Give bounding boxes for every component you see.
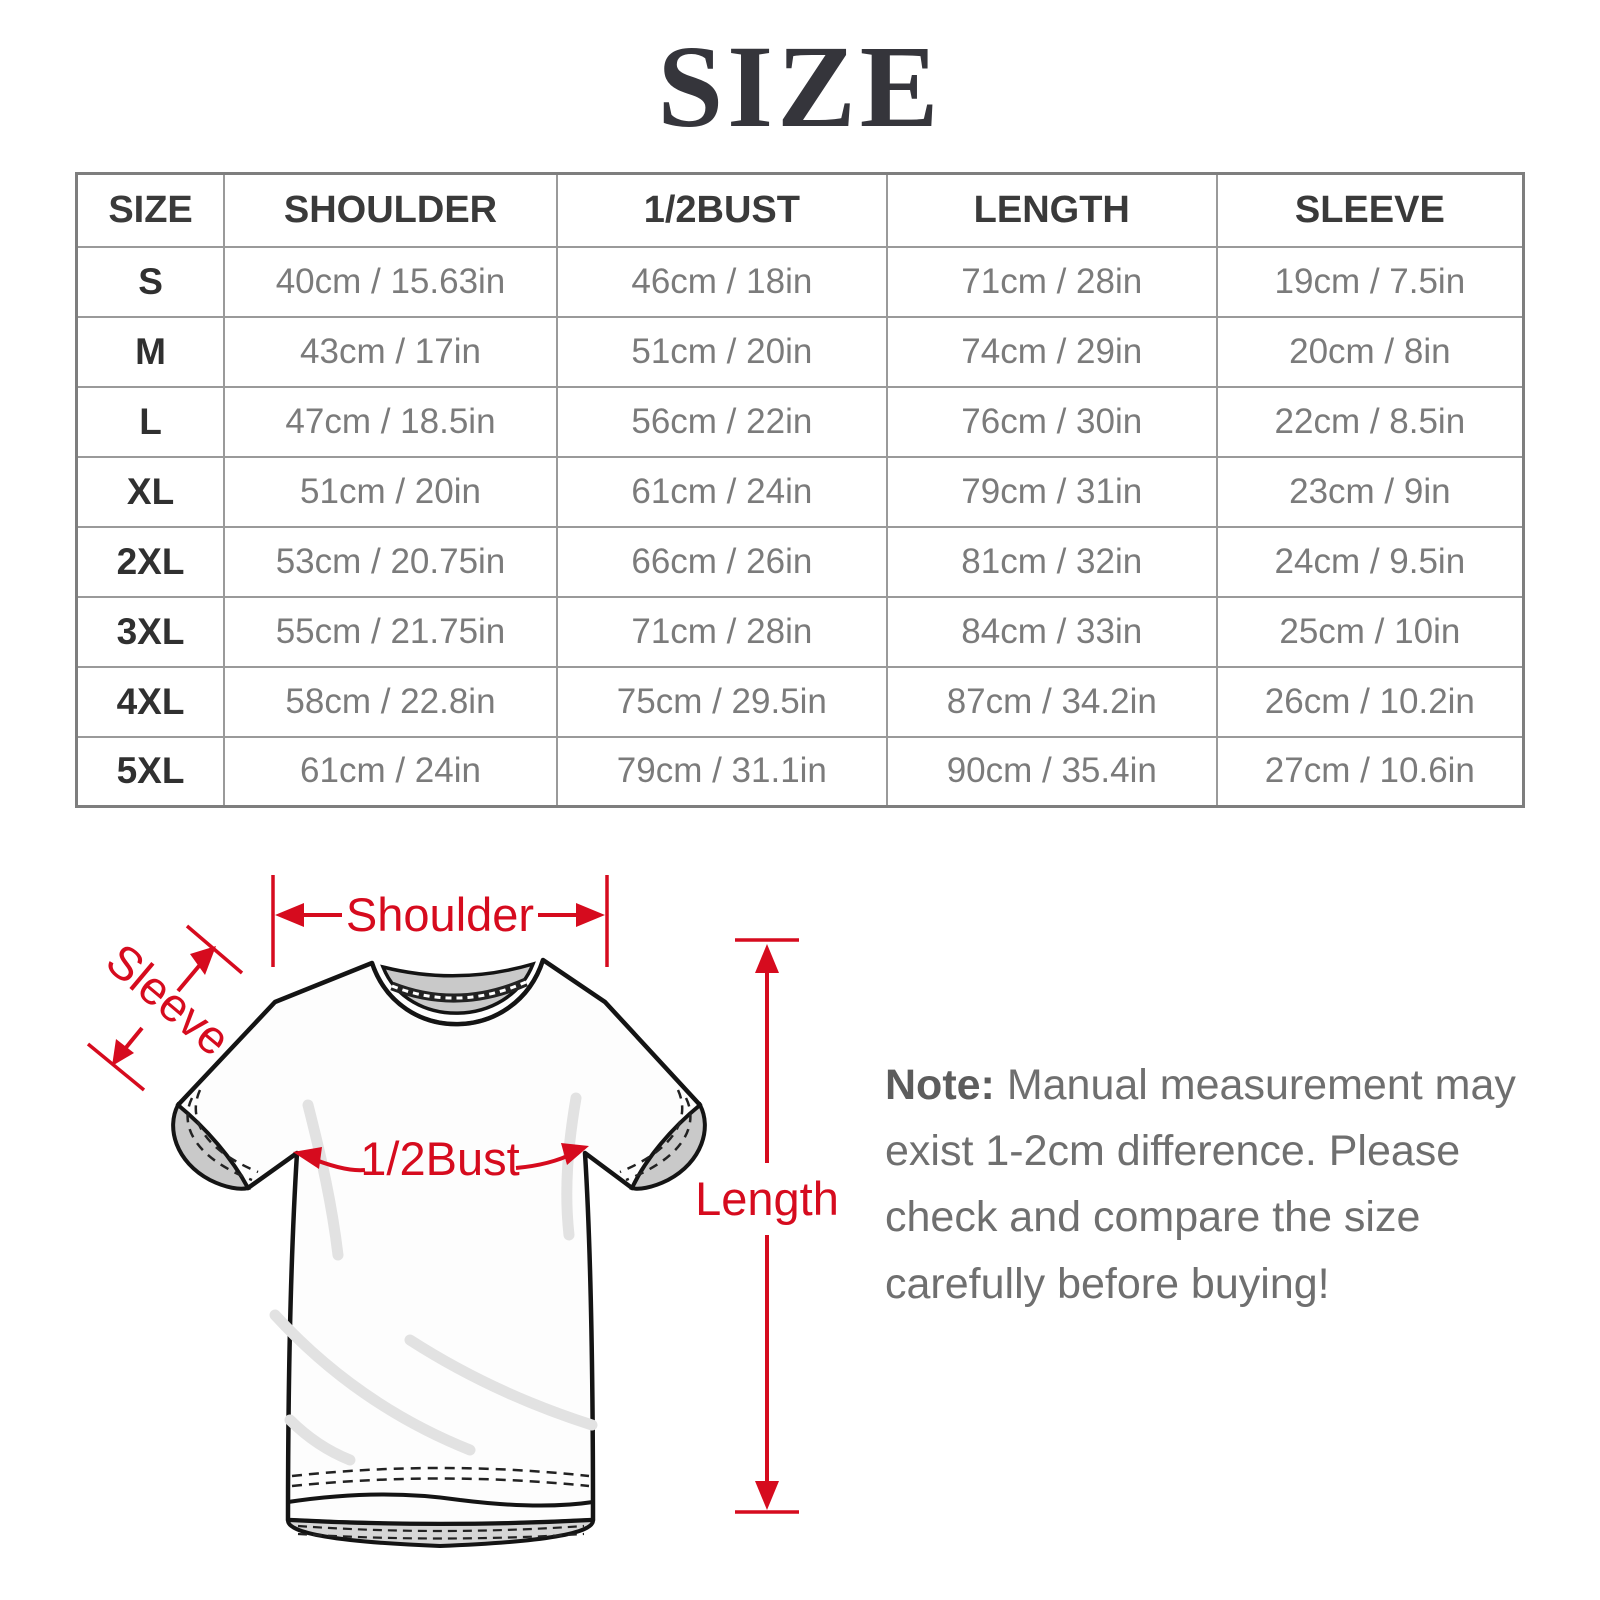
measurement-cell: 19cm / 7.5in xyxy=(1215,245,1525,318)
measurement-cell: 23cm / 9in xyxy=(1215,455,1525,528)
size-table: SIZE SHOULDER 1/2BUST LENGTH SLEEVE S 40… xyxy=(75,172,1525,808)
measurement-cell: 55cm / 21.75in xyxy=(223,595,558,668)
measurement-cell: 27cm / 10.6in xyxy=(1215,735,1525,808)
size-cell: 5XL xyxy=(75,735,226,808)
left-sleeve-opening xyxy=(171,1101,251,1191)
measurement-cell: 61cm / 24in xyxy=(555,455,888,528)
column-header-length: LENGTH xyxy=(885,172,1218,248)
size-cell: 3XL xyxy=(75,595,226,668)
size-cell: L xyxy=(75,385,226,458)
table-row: L 47cm / 18.5in 56cm / 22in 76cm / 30in … xyxy=(75,385,1525,458)
half-bust-annotation: 1/2Bust xyxy=(293,1132,589,1185)
table-row: 3XL 55cm / 21.75in 71cm / 28in 84cm / 33… xyxy=(75,595,1525,668)
page-title: SIZE xyxy=(657,21,943,152)
measurement-cell: 90cm / 35.4in xyxy=(885,735,1218,808)
measurement-cell: 75cm / 29.5in xyxy=(555,665,888,738)
measurement-cell: 47cm / 18.5in xyxy=(223,385,558,458)
hem xyxy=(286,1466,595,1549)
measurement-cell: 74cm / 29in xyxy=(885,315,1218,388)
right-sleeve-stitches xyxy=(619,1089,692,1182)
size-cell: S xyxy=(75,245,226,318)
shoulder-annotation: Shoulder xyxy=(271,875,609,967)
measurement-cell: 56cm / 22in xyxy=(555,385,888,458)
table-row: XL 51cm / 20in 61cm / 24in 79cm / 31in 2… xyxy=(75,455,1525,528)
measurement-cell: 22cm / 8.5in xyxy=(1215,385,1525,458)
measurement-cell: 43cm / 17in xyxy=(223,315,558,388)
measurement-cell: 84cm / 33in xyxy=(885,595,1218,668)
left-sleeve-stitches xyxy=(186,1089,259,1182)
measurement-cell: 79cm / 31.1in xyxy=(555,735,888,808)
length-label: Length xyxy=(695,1172,839,1225)
measurement-cell: 26cm / 10.2in xyxy=(1215,665,1525,738)
measurement-cell: 53cm / 20.75in xyxy=(223,525,558,598)
tshirt-measurement-diagram: Shoulder Sleeve 1/2Bust xyxy=(86,875,839,1549)
measurement-cell: 51cm / 20in xyxy=(555,315,888,388)
table-row: 4XL 58cm / 22.8in 75cm / 29.5in 87cm / 3… xyxy=(75,665,1525,738)
size-cell: 2XL xyxy=(75,525,226,598)
length-annotation: Length xyxy=(695,938,839,1514)
collar-inner xyxy=(380,961,536,1015)
measurement-cell: 71cm / 28in xyxy=(885,245,1218,318)
table-row: M 43cm / 17in 51cm / 20in 74cm / 29in 20… xyxy=(75,315,1525,388)
measurement-cell: 58cm / 22.8in xyxy=(223,665,558,738)
column-header-sleeve: SLEEVE xyxy=(1215,172,1525,248)
wrinkle-marks xyxy=(269,1092,598,1466)
measurement-cell: 76cm / 30in xyxy=(885,385,1218,458)
tshirt-illustration xyxy=(171,957,707,1549)
note-text: Note: Manual measurement may exist 1-2cm… xyxy=(885,1052,1535,1317)
column-header-bust: 1/2BUST xyxy=(555,172,888,248)
half-bust-label: 1/2Bust xyxy=(360,1132,519,1185)
note-label: Note: xyxy=(885,1061,995,1109)
measurement-cell: 61cm / 24in xyxy=(223,735,558,808)
column-header-shoulder: SHOULDER xyxy=(223,172,558,248)
column-header-size: SIZE xyxy=(75,172,226,248)
measurement-cell: 71cm / 28in xyxy=(555,595,888,668)
measurement-cell: 25cm / 10in xyxy=(1215,595,1525,668)
collar-outer-seam xyxy=(370,959,545,1027)
measurement-cell: 79cm / 31in xyxy=(885,455,1218,528)
table-row: S 40cm / 15.63in 46cm / 18in 71cm / 28in… xyxy=(75,245,1525,318)
table-row: 5XL 61cm / 24in 79cm / 31.1in 90cm / 35.… xyxy=(75,735,1525,808)
measurement-cell: 20cm / 8in xyxy=(1215,315,1525,388)
measurement-cell: 87cm / 34.2in xyxy=(885,665,1218,738)
measurement-cell: 40cm / 15.63in xyxy=(223,245,558,318)
measurement-cell: 66cm / 26in xyxy=(555,525,888,598)
measurement-cell: 24cm / 9.5in xyxy=(1215,525,1525,598)
table-row: 2XL 53cm / 20.75in 66cm / 26in 81cm / 32… xyxy=(75,525,1525,598)
measurement-cell: 81cm / 32in xyxy=(885,525,1218,598)
table-header-row: SIZE SHOULDER 1/2BUST LENGTH SLEEVE xyxy=(75,172,1525,248)
measurement-cell: 51cm / 20in xyxy=(223,455,558,528)
shoulder-label: Shoulder xyxy=(346,888,534,941)
note-body: Manual measurement may exist 1-2cm diffe… xyxy=(885,1061,1516,1308)
size-cell: 4XL xyxy=(75,665,226,738)
size-cell: XL xyxy=(75,455,226,528)
collar-rib-texture xyxy=(391,980,527,1000)
size-cell: M xyxy=(75,315,226,388)
measurement-cell: 46cm / 18in xyxy=(555,245,888,318)
